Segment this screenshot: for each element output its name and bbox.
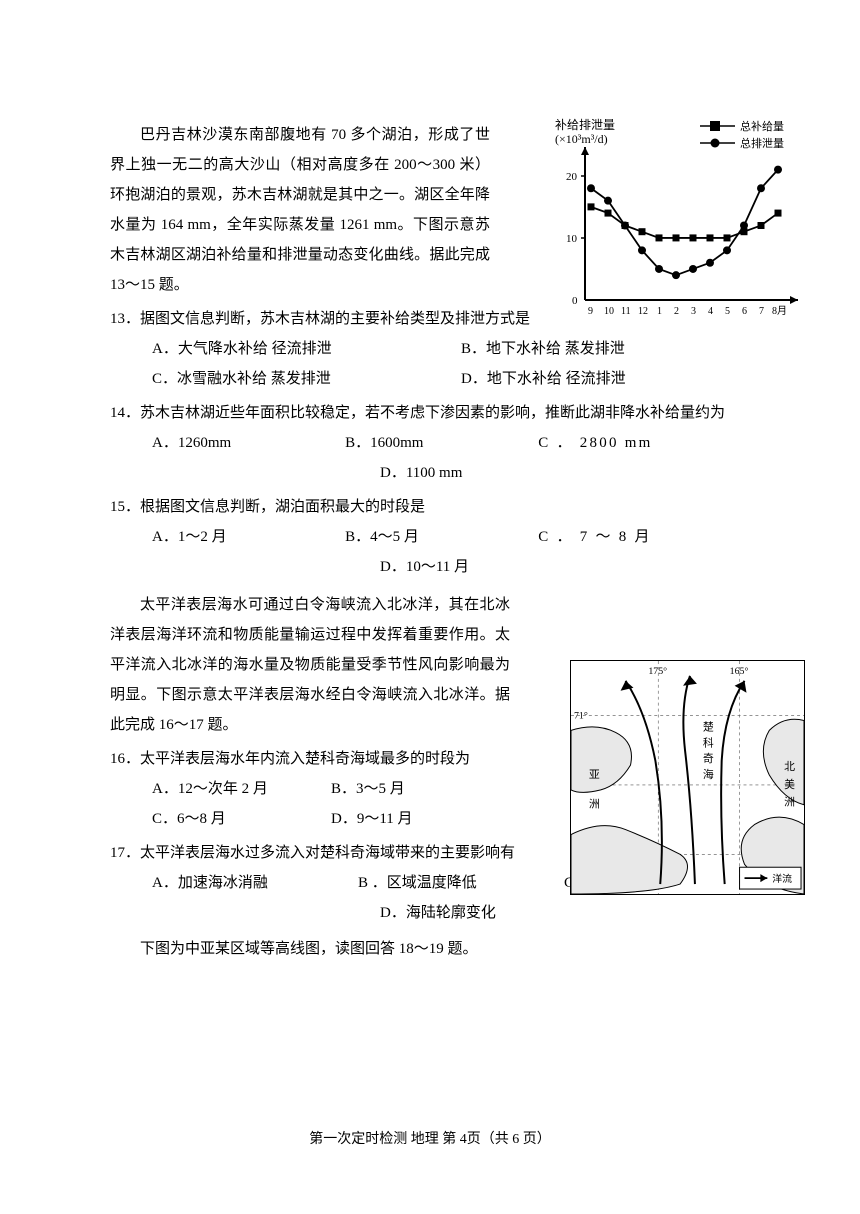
asia-landmass-south <box>571 826 688 894</box>
q14-option-d: D．1100 mm <box>110 458 770 488</box>
q15-stem: 15．根据图文信息判断，湖泊面积最大的时段是 <box>110 492 770 522</box>
q16-option-a: A．12～次年 2 月 <box>152 774 331 804</box>
q14-option-c: C ． 2800 mm <box>538 428 770 458</box>
label-sea2: 科 <box>703 735 714 749</box>
map-lon2: 165° <box>730 666 749 677</box>
q14-option-b: B．1600mm <box>345 428 538 458</box>
xtick: 8月 <box>772 305 787 317</box>
legend-current: 洋流 <box>772 872 792 885</box>
q16-option-c: C．6～8 月 <box>152 804 331 834</box>
xtick: 6 <box>742 306 747 317</box>
xtick: 5 <box>725 306 730 317</box>
q16-option-b: B．3～5 月 <box>331 774 510 804</box>
current-2 <box>683 676 695 884</box>
q13-option-d: D．地下水补给 径流排泄 <box>461 364 770 394</box>
q16-stem: 16．太平洋表层海水年内流入楚科奇海域最多的时段为 <box>110 744 510 774</box>
label-sea1: 楚 <box>703 719 714 733</box>
q15-option-a: A．1～2 月 <box>152 522 345 552</box>
label-asia1: 亚 <box>589 769 600 781</box>
label-asia2: 洲 <box>589 799 600 811</box>
map-lat1: 71° <box>574 711 588 722</box>
asia-landmass <box>571 727 631 792</box>
chart-ylabel1: 补给排泄量 <box>555 118 615 132</box>
q15-option-d: D．10～11 月 <box>110 552 770 582</box>
bering-strait-map: 175° 165° 71° 67° 63° 亚 洲 北 美 洲 楚 科 奇 海 <box>570 660 805 895</box>
current-3 <box>721 681 744 884</box>
q13-option-c: C．冰雪融水补给 蒸发排泄 <box>152 364 461 394</box>
chart-series <box>587 166 782 280</box>
q14-stem: 14．苏木吉林湖近些年面积比较稳定，若不考虑下渗因素的影响，推断此湖非降水补给量… <box>110 398 770 428</box>
question-16: 16．太平洋表层海水年内流入楚科奇海域最多的时段为 A．12～次年 2 月 B．… <box>110 744 510 834</box>
xtick: 10 <box>604 306 614 317</box>
closing-text: 下图为中亚某区域等高线图，读图回答 18～19 题。 <box>110 934 770 964</box>
xtick: 3 <box>691 306 696 317</box>
q15-option-b: B．4～5 月 <box>345 522 538 552</box>
xtick: 1 <box>657 306 662 317</box>
label-sea3: 奇 <box>703 752 714 765</box>
label-na2: 美 <box>784 778 795 791</box>
legend-supply: 总补给量 <box>740 119 784 133</box>
label-na3: 洲 <box>784 797 795 809</box>
legend-discharge: 总排泄量 <box>740 136 784 150</box>
page-footer: 第一次定时检测 地理 第 4页（共 6 页） <box>0 1126 860 1154</box>
xtick: 7 <box>759 306 764 317</box>
question-15: 15．根据图文信息判断，湖泊面积最大的时段是 A．1～2 月 B．4～5 月 C… <box>110 492 770 582</box>
label-na1: 北 <box>784 760 795 773</box>
question-14: 14．苏木吉林湖近些年面积比较稳定，若不考虑下渗因素的影响，推断此湖非降水补给量… <box>110 398 770 488</box>
q15-option-c: C ． 7 ～ 8 月 <box>538 522 770 552</box>
xtick: 4 <box>708 306 713 317</box>
label-sea4: 海 <box>703 767 714 781</box>
q16-option-d: D．9～11 月 <box>331 804 510 834</box>
passage-2: 太平洋表层海水可通过白令海峡流入北冰洋，其在北冰洋表层海洋环流和物质能量输运过程… <box>110 590 510 740</box>
q14-option-a: A．1260mm <box>152 428 345 458</box>
ytick-10: 10 <box>566 233 578 245</box>
q17-option-d: D．海陆轮廓变化 <box>110 898 770 928</box>
supply-discharge-chart: 补给排泄量 (×10³m³/d) 总补给量 总排泄量 0 10 20 9 10 … <box>550 115 800 325</box>
ytick-0: 0 <box>572 295 578 307</box>
ytick-20: 20 <box>566 171 578 183</box>
xtick: 11 <box>621 306 631 317</box>
map-lon1: 175° <box>648 666 667 677</box>
chart-ylabel2: (×10³m³/d) <box>555 132 608 146</box>
xtick: 9 <box>588 306 593 317</box>
q13-option-a: A．大气降水补给 径流排泄 <box>152 334 461 364</box>
xtick: 12 <box>638 306 648 317</box>
q17-option-a: A．加速海冰消融 <box>152 868 358 898</box>
xtick: 2 <box>674 306 679 317</box>
passage-1: 巴丹吉林沙漠东南部腹地有 70 多个湖泊，形成了世界上独一无二的高大沙山（相对高… <box>110 120 490 300</box>
q17-option-b: B ．区域温度降低 <box>358 868 564 898</box>
q13-option-b: B．地下水补给 蒸发排泄 <box>461 334 770 364</box>
